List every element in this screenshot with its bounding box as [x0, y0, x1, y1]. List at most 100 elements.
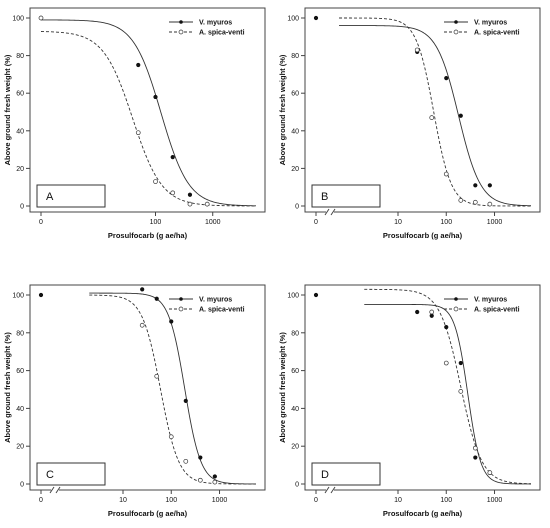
y-tick-label: 60 — [291, 368, 299, 375]
y-tick-label: 80 — [291, 53, 299, 60]
data-point-a-spica-venti — [487, 470, 493, 476]
data-point-v-myuros — [170, 155, 175, 160]
plot-frame — [29, 7, 266, 213]
panel-label-box — [311, 184, 381, 208]
axis-break-mark — [49, 486, 55, 494]
x-tick-label: 100 — [440, 219, 452, 226]
y-tick-label: 80 — [16, 330, 24, 337]
data-point-a-spica-venti — [204, 201, 210, 207]
legend-label: V. myuros — [474, 20, 507, 27]
series-line-a-spica-venti — [89, 294, 256, 485]
series-line-a-spica-venti — [40, 31, 256, 207]
data-point-a-spica-venti — [443, 171, 449, 177]
x-tick-label: 1000 — [205, 219, 221, 226]
panel-label-box — [36, 462, 106, 486]
x-tick-label: 10 — [119, 497, 127, 504]
y-tick-label: 100 — [287, 293, 299, 300]
data-point-a-spica-venti — [135, 130, 141, 136]
data-point-v-myuros — [313, 292, 319, 298]
x-axis-label: Prosulfocarb (g ae/ha) — [383, 231, 463, 240]
data-point-a-spica-venti — [38, 15, 44, 21]
panel-label: C — [46, 469, 54, 481]
x-tick-label: 0 — [39, 219, 43, 226]
x-tick-label: 100 — [165, 497, 177, 504]
x-tick-label: 10 — [394, 219, 402, 226]
y-axis-label: Above ground fresh weight (%) — [3, 332, 12, 443]
data-point-a-spica-venti — [197, 477, 203, 483]
series-line-a-spica-venti — [339, 17, 531, 207]
data-point-v-myuros — [444, 325, 449, 330]
data-point-a-spica-venti — [429, 309, 435, 315]
panel-label: A — [46, 191, 54, 203]
legend-label: A. spica-venti — [474, 30, 520, 37]
x-axis-label: Prosulfocarb (g ae/ha) — [108, 509, 188, 518]
data-point-v-myuros — [198, 455, 203, 460]
data-point-a-spica-venti — [139, 322, 145, 328]
data-point-v-myuros — [473, 455, 478, 460]
data-point-v-myuros — [169, 319, 174, 324]
legend-marker — [454, 20, 458, 24]
y-tick-label: 0 — [20, 204, 24, 211]
y-axis-label: Above ground fresh weight (%) — [278, 332, 287, 443]
legend-label: V. myuros — [199, 297, 232, 304]
legend-marker — [178, 29, 184, 35]
legend-marker — [178, 306, 184, 312]
legend-label: V. myuros — [474, 297, 507, 304]
series-line-v-myuros — [364, 304, 531, 485]
y-tick-label: 0 — [295, 482, 299, 489]
x-tick-label: 10 — [394, 497, 402, 504]
data-point-v-myuros — [183, 398, 188, 403]
data-point-v-myuros — [458, 360, 463, 366]
legend-label: A. spica-venti — [199, 30, 245, 37]
axis-break-gap — [326, 487, 334, 493]
axis-break-mark — [330, 208, 336, 216]
panel-label-box — [311, 462, 381, 486]
y-axis-label: Above ground fresh weight (%) — [3, 54, 12, 165]
legend-marker — [453, 29, 459, 35]
x-tick-label: 1000 — [487, 497, 503, 504]
panel-label: B — [321, 191, 328, 203]
x-tick-label: 0 — [314, 497, 318, 504]
y-tick-label: 80 — [16, 53, 24, 60]
data-point-a-spica-venti — [183, 458, 189, 464]
data-point-v-myuros — [458, 113, 463, 118]
panel-label: D — [321, 469, 329, 481]
panel-label-box — [36, 184, 106, 208]
plot-frame — [304, 284, 541, 491]
data-point-v-myuros — [429, 313, 434, 318]
legend-marker — [454, 297, 458, 301]
data-point-v-myuros — [153, 94, 158, 100]
y-tick-label: 20 — [291, 444, 299, 451]
data-point-a-spica-venti — [212, 479, 218, 485]
legend-label: A. spica-venti — [199, 307, 245, 314]
axis-break-mark — [324, 486, 330, 494]
y-tick-label: 40 — [291, 128, 299, 135]
data-point-v-myuros — [444, 76, 449, 81]
data-point-a-spica-venti — [429, 115, 435, 120]
legend-label: V. myuros — [199, 20, 232, 27]
axis-break-mark — [324, 208, 330, 216]
data-point-v-myuros — [154, 296, 159, 301]
data-point-a-spica-venti — [154, 373, 160, 379]
y-tick-label: 100 — [287, 16, 299, 23]
data-point-a-spica-venti — [187, 201, 193, 207]
y-tick-label: 40 — [16, 406, 24, 413]
y-tick-label: 60 — [16, 91, 24, 98]
x-tick-label: 100 — [440, 497, 452, 504]
data-point-a-spica-venti — [472, 445, 478, 451]
x-tick-label: 1000 — [487, 219, 503, 226]
x-axis-label: Prosulfocarb (g ae/ha) — [108, 231, 188, 240]
y-tick-label: 20 — [16, 444, 24, 451]
data-point-v-myuros — [415, 309, 420, 315]
data-point-a-spica-venti — [458, 198, 464, 203]
data-point-a-spica-venti — [153, 179, 158, 184]
legend-label: A. spica-venti — [474, 307, 520, 314]
y-tick-label: 100 — [12, 293, 24, 300]
data-point-v-myuros — [187, 192, 193, 197]
axis-break-gap — [51, 487, 59, 493]
data-point-v-myuros — [313, 15, 319, 21]
